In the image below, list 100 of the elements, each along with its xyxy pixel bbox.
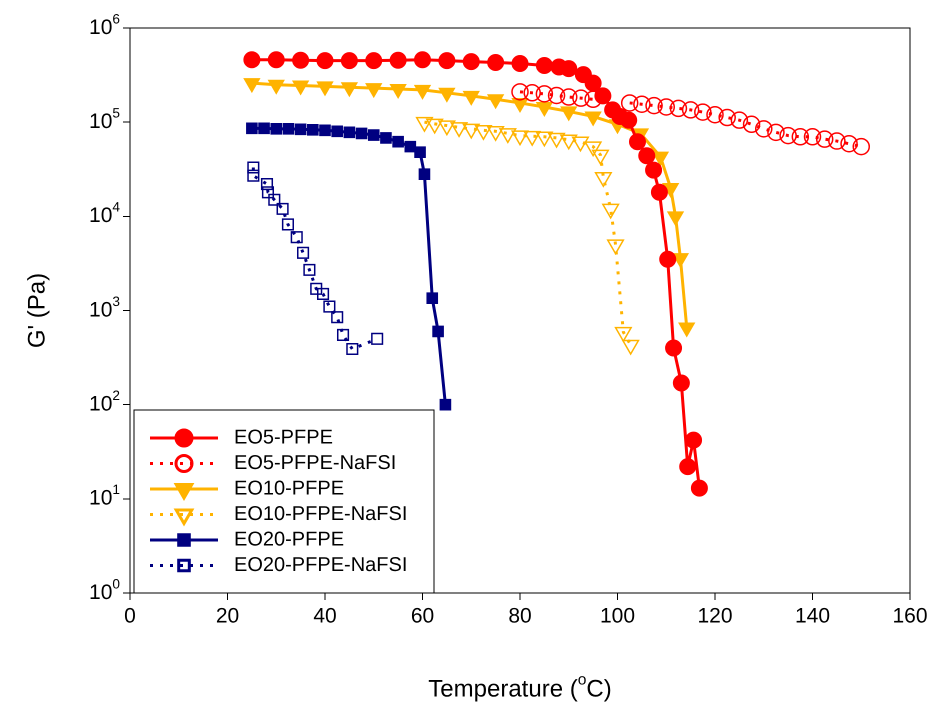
point <box>270 123 282 135</box>
point <box>620 112 638 129</box>
point <box>742 116 760 134</box>
point <box>816 130 834 148</box>
point <box>316 52 334 70</box>
point <box>346 342 358 356</box>
x-tick-label: 160 <box>892 604 928 628</box>
point <box>331 311 344 324</box>
point <box>247 170 260 182</box>
legend-label: EO5-PFPE <box>234 426 333 449</box>
point <box>852 138 870 156</box>
x-tick-label: 140 <box>794 604 830 628</box>
point <box>323 300 336 313</box>
point <box>584 74 602 92</box>
point <box>438 52 456 70</box>
point <box>594 87 612 104</box>
point <box>670 100 688 118</box>
point <box>268 194 280 206</box>
point <box>718 108 736 126</box>
point <box>356 128 368 140</box>
legend-label: EO10-PFPE-NaFSI <box>234 503 408 526</box>
point <box>767 124 785 142</box>
legend-label: EO20-PFPE <box>234 528 344 551</box>
point <box>276 202 289 215</box>
point <box>665 339 682 356</box>
point <box>319 124 331 136</box>
point <box>536 56 553 74</box>
point <box>282 218 294 231</box>
point <box>792 128 810 146</box>
point <box>512 54 528 72</box>
point <box>650 184 668 201</box>
point <box>262 186 274 198</box>
point <box>690 480 708 497</box>
x-tick-label: 40 <box>313 604 337 628</box>
point <box>658 98 675 116</box>
point <box>440 398 452 410</box>
point <box>336 328 350 342</box>
point <box>418 168 430 180</box>
point <box>371 332 384 345</box>
x-tick-label: 120 <box>697 604 733 628</box>
point <box>560 88 578 106</box>
point <box>730 111 748 129</box>
point <box>307 124 319 136</box>
x-tick-label: 80 <box>508 604 532 628</box>
point <box>297 246 310 259</box>
point <box>462 53 480 70</box>
point <box>292 52 310 69</box>
point <box>414 51 431 68</box>
point <box>290 231 303 244</box>
point <box>247 161 260 174</box>
point <box>340 52 358 70</box>
point <box>645 162 662 179</box>
point <box>633 95 651 113</box>
point <box>316 288 330 300</box>
y-axis-title: G' (Pa) <box>24 272 51 348</box>
point <box>260 178 274 190</box>
point <box>365 52 382 70</box>
x-tick-label: 20 <box>216 604 240 628</box>
legend-label: EO20-PFPE-NaFSI <box>234 554 408 576</box>
legend-label: EO10-PFPE <box>234 478 344 500</box>
point <box>638 147 656 164</box>
point <box>380 132 392 144</box>
point <box>645 96 663 114</box>
point <box>584 90 602 108</box>
point <box>258 122 270 134</box>
point <box>310 282 322 295</box>
point <box>432 326 444 338</box>
point <box>511 83 529 101</box>
point <box>523 84 541 102</box>
point <box>682 101 700 119</box>
point <box>404 140 416 152</box>
point <box>840 134 858 152</box>
point <box>282 123 294 135</box>
point <box>392 136 404 148</box>
point <box>368 129 380 141</box>
point <box>303 264 316 276</box>
point <box>672 374 690 392</box>
point <box>294 123 306 136</box>
point <box>243 51 260 68</box>
point <box>679 458 696 476</box>
legend-label: EO5-PFPE-NaFSI <box>234 452 396 474</box>
point <box>779 126 797 144</box>
point <box>755 120 772 138</box>
point <box>804 128 822 146</box>
point <box>246 122 258 134</box>
point <box>548 86 566 104</box>
point <box>414 146 426 158</box>
point <box>828 132 846 150</box>
point <box>572 89 590 107</box>
point <box>344 126 356 138</box>
point <box>685 432 702 449</box>
point <box>620 94 638 112</box>
point <box>331 125 343 138</box>
point <box>268 51 285 68</box>
point <box>628 133 646 150</box>
point <box>390 52 407 69</box>
x-tick-label: 100 <box>600 604 636 628</box>
point <box>694 103 712 121</box>
point <box>487 54 504 72</box>
point <box>426 292 438 304</box>
